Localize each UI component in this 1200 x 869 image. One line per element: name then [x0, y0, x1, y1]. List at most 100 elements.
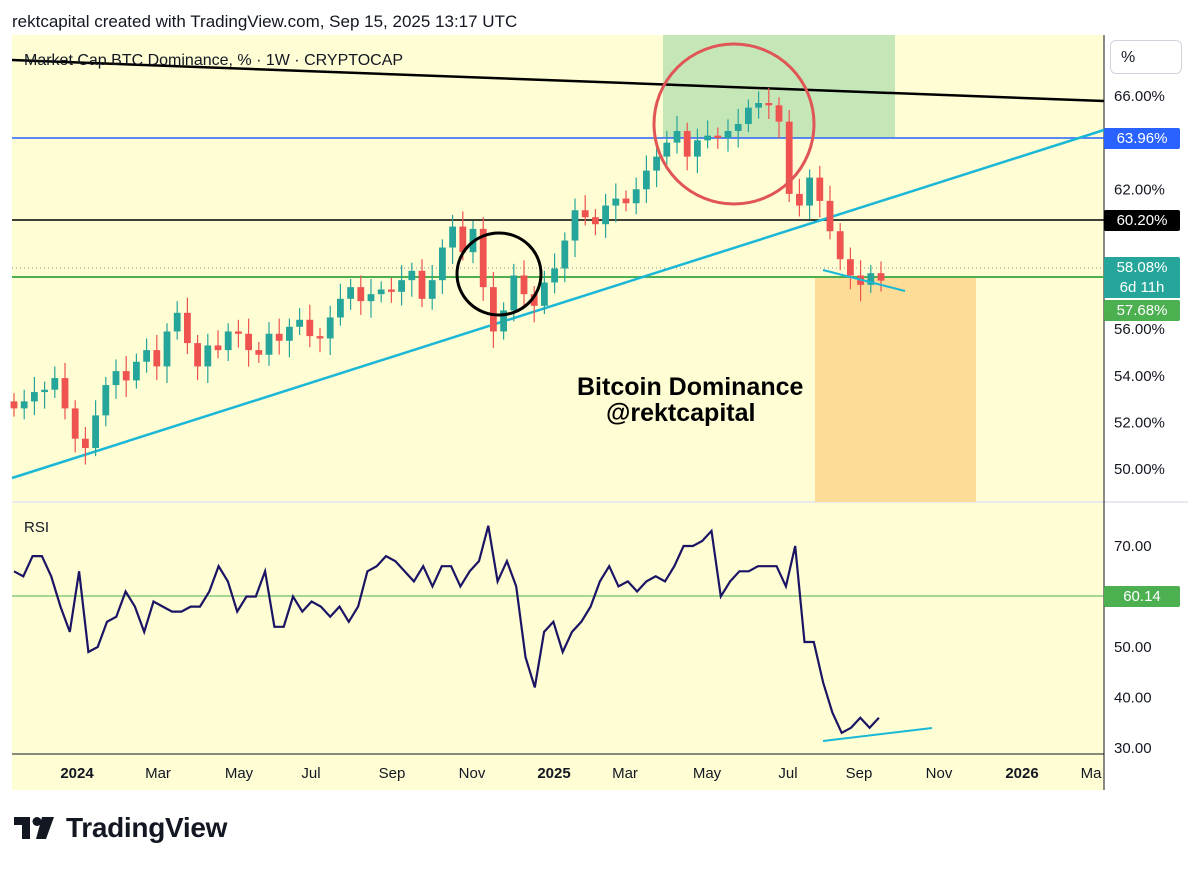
- candle-body: [153, 350, 161, 367]
- candle-body: [765, 102, 773, 106]
- candle-body: [367, 294, 375, 302]
- candle-body: [714, 135, 722, 138]
- price-tick-label: 52.00%: [1114, 414, 1165, 431]
- candle-body: [316, 336, 324, 339]
- candle-body: [632, 189, 640, 204]
- candle-body: [347, 287, 354, 299]
- candle-body: [255, 350, 263, 355]
- orange-zone: [815, 277, 976, 502]
- tradingview-brand: TradingView: [14, 812, 227, 844]
- time-tick-label: Mar: [612, 765, 638, 782]
- time-tick-label: May: [225, 765, 254, 782]
- candle-body: [592, 217, 599, 225]
- candle-body: [663, 142, 671, 157]
- candle-body: [41, 389, 48, 393]
- price-axis-bg: [1104, 35, 1188, 790]
- candle-body: [204, 345, 212, 367]
- time-tick-label: 2025: [537, 765, 570, 782]
- candle-body: [704, 135, 711, 141]
- candle-body: [428, 280, 436, 299]
- candle-body: [571, 210, 579, 241]
- candle-body: [61, 378, 69, 409]
- candle-body: [734, 123, 742, 131]
- candle-body: [224, 331, 232, 351]
- candle-body: [755, 102, 762, 108]
- chart-credit: rektcapital created with TradingView.com…: [12, 12, 518, 31]
- candle-body: [643, 170, 650, 190]
- candle-body: [235, 331, 242, 334]
- candle-body: [847, 259, 854, 276]
- candle-body: [449, 226, 456, 248]
- candle-body: [745, 107, 752, 124]
- candle-body: [581, 210, 589, 218]
- time-tick-label: May: [693, 765, 722, 782]
- unit-toggle-button[interactable]: %: [1110, 40, 1182, 74]
- candle-body: [337, 298, 344, 318]
- candle-body: [275, 333, 283, 341]
- price-tick-label: 50.00%: [1114, 461, 1165, 478]
- time-tick-label: 2026: [1005, 765, 1038, 782]
- time-tick-label: Nov: [459, 765, 486, 782]
- time-tick-label: Jul: [778, 765, 797, 782]
- candle-body: [490, 287, 497, 332]
- candle-body: [398, 280, 405, 292]
- chart-title: Market Cap BTC Dominance, % · 1W · CRYPT…: [24, 52, 403, 69]
- candle-body: [214, 345, 222, 351]
- time-tick-label: 2024: [60, 765, 94, 782]
- rsi-line: [13, 525, 880, 735]
- candle-body: [530, 294, 538, 306]
- candle-body: [622, 198, 630, 204]
- time-tick-label: Jul: [301, 765, 320, 782]
- candle-body: [520, 275, 528, 295]
- candle-body: [826, 200, 834, 232]
- time-tick-label: Ma: [1081, 765, 1102, 782]
- candle-body: [306, 319, 314, 337]
- candle-body: [265, 333, 273, 355]
- brand-text: TradingView: [66, 812, 228, 843]
- candle-body: [439, 247, 446, 281]
- candle-body: [806, 177, 813, 206]
- candle-body: [245, 333, 252, 351]
- price-divergence-line: [822, 269, 906, 292]
- candle-body: [867, 273, 875, 285]
- rsi-tick-label: 50.00: [1114, 639, 1152, 656]
- candle-body: [184, 312, 191, 344]
- candle-body: [102, 385, 110, 416]
- rsi-axis-ticks: 70.00 50.00 40.00 30.00: [1114, 538, 1152, 757]
- candle-body: [173, 312, 181, 332]
- rsi-pane-bg: [12, 503, 1104, 755]
- candle-body: [510, 275, 518, 311]
- candle-body: [31, 392, 38, 402]
- candle-body: [836, 231, 844, 260]
- candle-body: [408, 270, 416, 281]
- time-tick-label: Mar: [145, 765, 171, 782]
- candle-body: [724, 130, 732, 138]
- candle-body: [326, 317, 334, 339]
- rsi-label: RSI: [24, 519, 49, 536]
- time-axis-ticks: 2024 Mar May Jul Sep Nov 2025 Mar May Jul Sep Nov 20…: [60, 765, 1102, 782]
- cyan-trendline: [11, 128, 1105, 480]
- candle-body: [694, 140, 701, 157]
- rsi-level-label: 60.14: [1104, 586, 1180, 607]
- candle-body: [357, 287, 365, 302]
- candle-body: [92, 415, 99, 449]
- candle-body: [122, 371, 130, 381]
- candle-body: [388, 289, 395, 292]
- candle-body: [296, 319, 303, 327]
- red-highlight-circle: [652, 42, 816, 206]
- price-axis-ticks: 66.00% 62.00% 56.00% 54.00% 52.00% 50.00%: [1114, 88, 1165, 478]
- candle-body: [500, 310, 507, 332]
- black-highlight-circle: [455, 231, 543, 317]
- candle-body: [653, 156, 660, 171]
- annotation-line1: Bitcoin Dominance: [577, 373, 804, 401]
- candle-body: [82, 438, 89, 449]
- last-price-label: 58.08%: [1104, 257, 1180, 278]
- candle-body: [20, 401, 28, 409]
- candle-body: [561, 240, 569, 269]
- time-tick-label: Nov: [926, 765, 953, 782]
- candle-body: [551, 268, 558, 283]
- time-tick-label: Sep: [379, 765, 406, 782]
- black-level-label: 60.20%: [1104, 210, 1180, 231]
- time-axis-bg: [12, 755, 1104, 790]
